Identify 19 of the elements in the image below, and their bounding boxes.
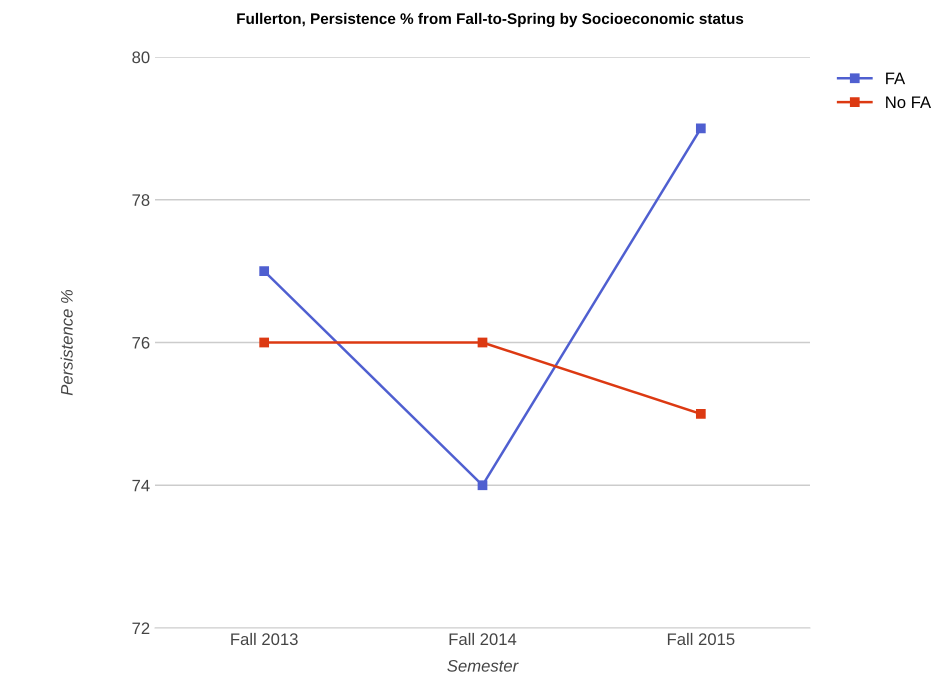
point <box>259 266 270 276</box>
y-tick-label: 74 <box>132 480 150 492</box>
chart-title: Fullerton, Persistence % from Fall-to-Spring by Socioeconomic status <box>237 12 744 28</box>
point <box>478 480 488 490</box>
y-tick-label: 72 <box>132 622 150 634</box>
point <box>696 124 706 134</box>
x-axis-title: Semester <box>447 660 519 672</box>
y-tick-label: 76 <box>132 336 150 349</box>
x-tick-label: Fall 2014 <box>450 632 516 646</box>
point <box>478 338 488 348</box>
x-tick-label: Fall 2013 <box>231 632 298 646</box>
point <box>696 409 706 419</box>
y-tick-label: 78 <box>132 194 150 206</box>
y-tick-label: 80 <box>132 51 150 64</box>
y-axis-title: Persistence % <box>60 290 73 396</box>
legend-label: FA <box>886 72 906 84</box>
point <box>259 338 270 348</box>
x-tick-label: Fall 2015 <box>668 632 734 646</box>
legend-label: No FA <box>886 96 932 108</box>
